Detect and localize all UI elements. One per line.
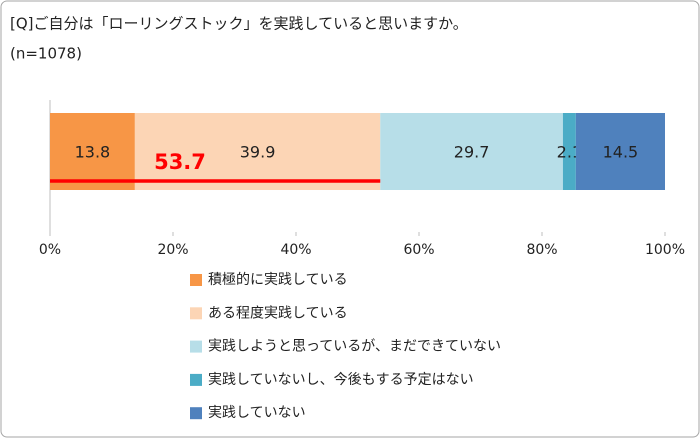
x-tick-label: 20% [157,242,188,258]
legend-swatch [190,307,202,320]
legend-label: ある程度実践している [208,305,348,321]
bar-segment [380,113,563,190]
data-label: 39.9 [240,143,276,162]
data-label: 14.5 [603,143,639,162]
bar-segment [50,113,135,190]
legend-swatch [190,407,202,420]
x-tick-label: 40% [280,242,311,258]
bar-segment [134,113,381,190]
annotation-label: 53.7 [154,150,206,174]
x-tick-label: 60% [403,242,434,258]
legend-swatch [190,340,202,353]
bar-segment [562,113,576,190]
legend-label: 積極的に実践している [208,272,348,288]
legend-label: 実践していないし、今後もする予定はない [208,372,474,388]
legend-swatch [190,274,202,286]
chart-subtitle: (n=1078) [10,45,82,63]
x-tick-label: 100% [645,242,685,258]
legend-label: 実践しようと思っているが、まだできていない [208,339,501,355]
x-tick-label: 0% [39,242,61,258]
chart-title: [Q]ご自分は「ローリングストック」を実践していると思いますか。 [10,15,468,33]
legend-swatch [190,373,202,386]
data-label: 13.8 [75,143,111,162]
data-label: 2.1 [557,143,582,162]
bar-segment [575,113,665,190]
data-label: 29.7 [454,143,490,162]
x-tick-label: 80% [526,242,557,258]
legend-label: 実践していない [208,405,306,421]
